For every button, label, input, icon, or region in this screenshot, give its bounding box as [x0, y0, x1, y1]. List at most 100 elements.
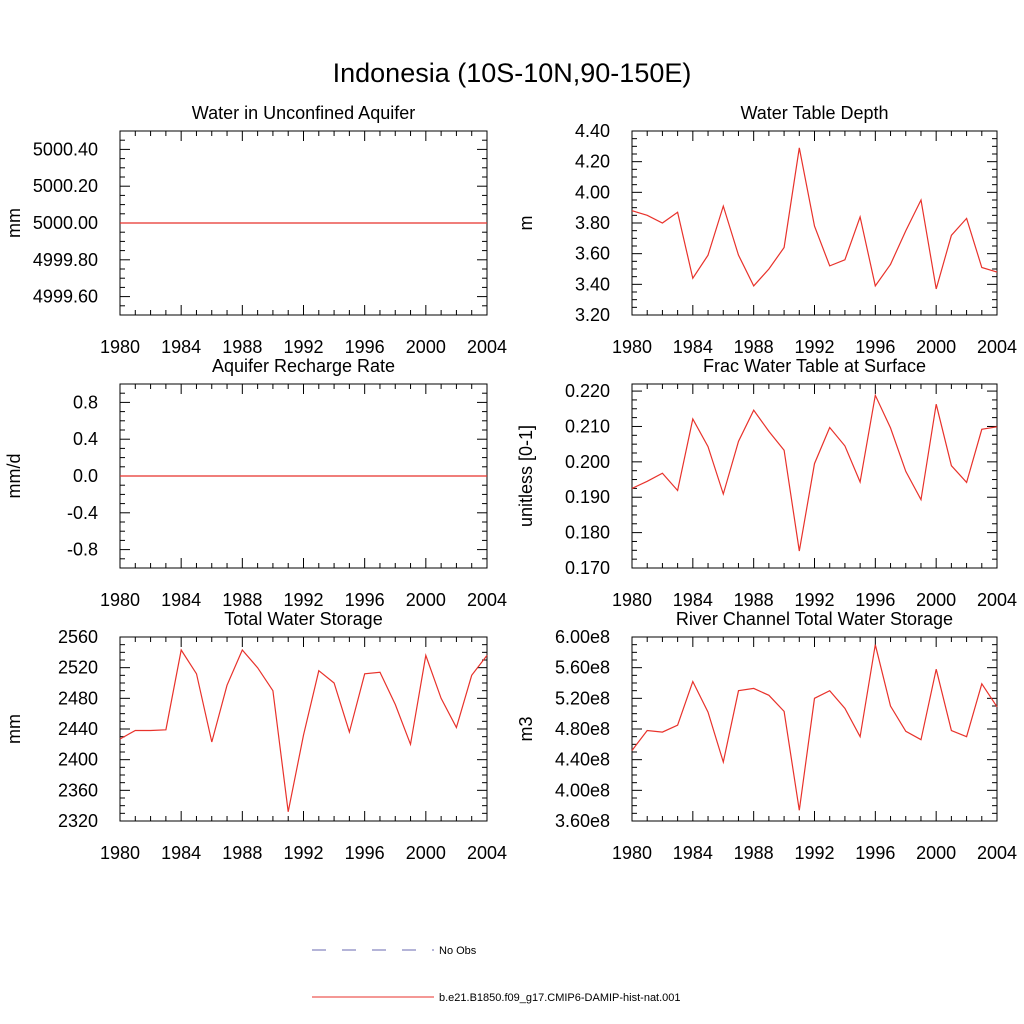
y-axis-label: mm	[4, 714, 24, 744]
y-axis-label: m	[516, 216, 536, 231]
y-tick-label: 5.60e8	[555, 658, 610, 678]
x-tick-label: 1996	[855, 590, 895, 610]
x-tick-label: 1996	[345, 590, 385, 610]
x-tick-label: 1992	[794, 590, 834, 610]
x-tick-label: 1980	[612, 337, 652, 357]
x-tick-label: 2004	[467, 590, 507, 610]
panel-4: Frac Water Table at Surface unitless [0-1…	[516, 356, 1017, 610]
panel-1: Water in Unconfined Aquifer mm 1980 1984 198…	[4, 103, 507, 357]
x-tick-label: 1980	[100, 590, 140, 610]
y-tick-label: 3.60e8	[555, 811, 610, 831]
panel-title: Aquifer Recharge Rate	[212, 356, 395, 376]
x-tick-label: 1984	[673, 590, 713, 610]
panels: Water in Unconfined Aquifer mm 1980 1984 198…	[4, 103, 1017, 863]
x-tick-label: 2000	[916, 337, 956, 357]
x-tick-label: 1992	[794, 337, 834, 357]
y-tick-label: 2440	[58, 719, 98, 739]
y-tick-label: 3.60	[575, 244, 610, 264]
x-tick-label: 1984	[161, 337, 201, 357]
y-tick-label: 4.00e8	[555, 780, 610, 800]
panel-3: Aquifer Recharge Rate mm/d 1980 1984 1988 199…	[4, 356, 507, 610]
x-tick-label: 1980	[100, 337, 140, 357]
panel-title: Frac Water Table at Surface	[703, 356, 926, 376]
y-axis-label: mm	[4, 208, 24, 238]
y-tick-label: 0.0	[73, 466, 98, 486]
x-tick-label: 1988	[734, 843, 774, 863]
y-tick-label: 3.20	[575, 305, 610, 325]
y-tick-label: 0.220	[565, 381, 610, 401]
y-tick-label: 4.40	[575, 121, 610, 141]
panel-title: Water Table Depth	[740, 103, 888, 123]
series-line	[631, 644, 998, 811]
x-tick-label: 1988	[222, 590, 262, 610]
y-tick-label: 0.190	[565, 487, 610, 507]
y-tick-label: 0.210	[565, 416, 610, 436]
y-tick-label: -0.8	[67, 540, 98, 560]
y-tick-label: 3.80	[575, 213, 610, 233]
panel-title: River Channel Total Water Storage	[676, 609, 953, 629]
x-tick-label: 1984	[161, 843, 201, 863]
x-tick-label: 2000	[406, 843, 446, 863]
figure-title: Indonesia (10S-10N,90-150E)	[333, 58, 692, 88]
x-tick-label: 2004	[977, 843, 1017, 863]
x-tick-label: 2004	[977, 337, 1017, 357]
x-tick-label: 1992	[283, 337, 323, 357]
y-tick-label: 4999.80	[33, 250, 98, 270]
x-tick-label: 2004	[467, 337, 507, 357]
y-tick-label: 4.40e8	[555, 750, 610, 770]
x-tick-label: 1996	[855, 337, 895, 357]
plot-frame	[631, 636, 998, 822]
y-tick-label: 3.40	[575, 274, 610, 294]
x-tick-label: 2000	[406, 590, 446, 610]
y-tick-label: 6.00e8	[555, 627, 610, 647]
x-tick-label: 2004	[467, 843, 507, 863]
x-tick-label: 1992	[794, 843, 834, 863]
y-tick-label: 5.20e8	[555, 688, 610, 708]
x-tick-label: 1988	[734, 337, 774, 357]
plot-frame	[119, 636, 488, 822]
plot-frame	[631, 383, 998, 569]
x-tick-label: 1992	[283, 843, 323, 863]
y-tick-label: 5000.20	[33, 176, 98, 196]
series-line	[119, 648, 488, 812]
x-tick-label: 2000	[916, 843, 956, 863]
panel-6: River Channel Total Water Storage m3 1980 1…	[516, 609, 1017, 863]
x-tick-label: 1996	[345, 337, 385, 357]
x-tick-label: 2004	[977, 590, 1017, 610]
y-tick-label: 0.4	[73, 429, 98, 449]
panel-title: Water in Unconfined Aquifer	[192, 103, 415, 123]
y-tick-label: 0.200	[565, 452, 610, 472]
x-tick-label: 1992	[283, 590, 323, 610]
y-tick-label: 2320	[58, 811, 98, 831]
x-tick-label: 1988	[222, 337, 262, 357]
series-line	[631, 147, 998, 290]
x-tick-label: 2000	[916, 590, 956, 610]
panel-5: Total Water Storage mm 1980 1984 1988 1992 199…	[4, 609, 507, 863]
legend-label: b.e21.B1850.f09_g17.CMIP6-DAMIP-hist-nat…	[439, 992, 681, 1004]
y-tick-label: 0.8	[73, 392, 98, 412]
x-tick-label: 1984	[673, 843, 713, 863]
y-tick-label: 4.20	[575, 152, 610, 172]
y-tick-label: 5000.00	[33, 213, 98, 233]
x-tick-label: 1996	[855, 843, 895, 863]
x-tick-label: 1980	[100, 843, 140, 863]
legend-label: No Obs	[439, 945, 477, 957]
series-line	[631, 393, 998, 552]
y-tick-label: 0.170	[565, 558, 610, 578]
x-tick-label: 1984	[673, 337, 713, 357]
plot-frame	[631, 130, 998, 316]
panel-title: Total Water Storage	[224, 609, 382, 629]
y-tick-label: 2360	[58, 780, 98, 800]
panel-2: Water Table Depth m 1980 1984 1988 1992 1996 20…	[516, 103, 1017, 357]
x-tick-label: 2000	[406, 337, 446, 357]
y-tick-label: -0.4	[67, 503, 98, 523]
legend: No Obs b.e21.B1850.f09_g17.CMIP6-DAMIP-hi…	[312, 945, 681, 1004]
y-axis-label: mm/d	[4, 454, 24, 499]
x-tick-label: 1980	[612, 590, 652, 610]
y-tick-label: 0.180	[565, 523, 610, 543]
y-tick-label: 2400	[58, 750, 98, 770]
y-axis-label: unitless [0-1]	[516, 425, 536, 527]
y-tick-label: 2480	[58, 688, 98, 708]
x-tick-label: 1988	[222, 843, 262, 863]
